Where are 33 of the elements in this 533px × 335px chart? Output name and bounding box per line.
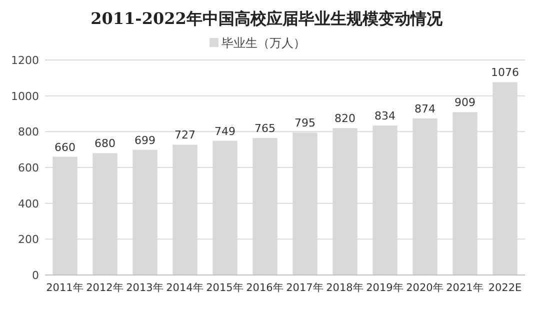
data-label: 680 [94,137,116,150]
data-label: 765 [254,122,276,135]
x-tick-label: 2020年 [406,282,444,294]
data-label: 727 [174,128,196,142]
data-label: 909 [454,96,476,110]
data-label: 820 [334,112,356,126]
data-label: 1076 [491,66,519,80]
x-tick-label: 2015年 [206,282,244,294]
legend-label: 毕业生（万人） [222,36,306,50]
data-label: 874 [414,102,436,116]
x-tick-label: 2013年 [126,282,164,294]
y-tick-label: 400 [18,197,39,210]
x-tick-label: 2022E [488,282,522,294]
y-tick-label: 200 [18,233,39,246]
x-tick-label: 2014年 [166,282,204,294]
y-tick-label: 600 [18,162,39,174]
y-tick-label: 1000 [11,90,39,103]
data-label: 834 [374,110,396,123]
y-tick-label: 1200 [11,54,39,67]
x-tick-label: 2012年 [86,282,124,294]
y-tick-label: 800 [18,126,39,139]
x-tick-label: 2017年 [286,282,324,294]
x-tick-label: 2021年 [446,282,484,294]
x-tick-label: 2016年 [246,282,284,294]
data-label: 699 [134,134,156,147]
chart-title: 2011-2022年中国高校应届毕业生规模变动情况 [90,9,444,28]
data-label: 749 [214,124,236,138]
data-label: 660 [54,140,76,154]
y-tick-label: 0 [32,269,39,282]
data-label: 795 [294,116,316,130]
x-tick-label: 2019年 [366,282,404,294]
x-tick-label: 2011年 [46,282,84,294]
x-tick-label: 2018年 [326,282,364,294]
